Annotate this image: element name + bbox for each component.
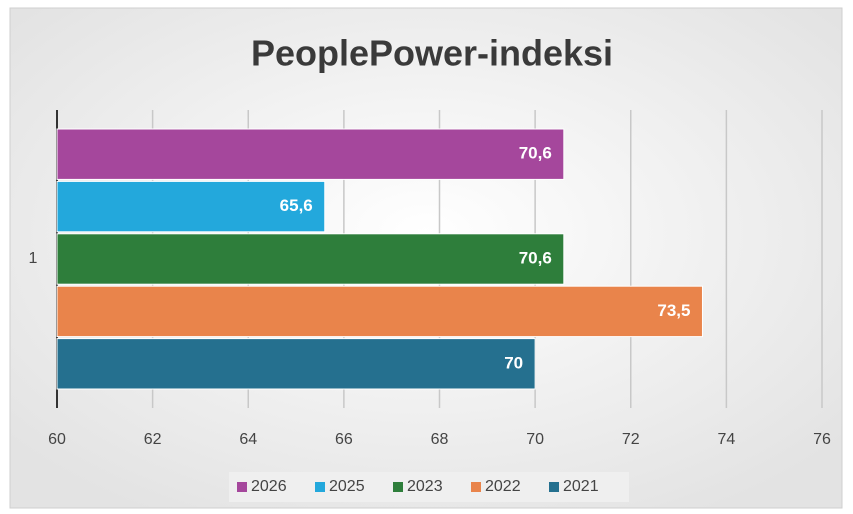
x-tick-label: 70 — [526, 431, 544, 448]
data-label: 70 — [504, 353, 523, 372]
bar — [56, 180, 326, 233]
x-tick-label: 64 — [239, 431, 257, 448]
bar — [56, 233, 565, 285]
data-label: 65,6 — [280, 196, 313, 215]
legend-box — [229, 472, 629, 502]
legend-label: 2026 — [251, 478, 287, 495]
legend-swatch — [549, 482, 559, 492]
x-tick-label: 74 — [717, 431, 735, 448]
x-tick-label: 76 — [813, 431, 831, 448]
legend-label: 2022 — [485, 478, 521, 495]
x-tick-label: 72 — [622, 431, 640, 448]
legend-swatch — [237, 482, 247, 492]
bar — [56, 338, 536, 390]
legend-swatch — [471, 482, 481, 492]
x-tick-label: 68 — [431, 431, 449, 448]
x-tick-label: 60 — [48, 431, 66, 448]
bar — [56, 128, 565, 180]
y-tick-label: 1 — [29, 250, 38, 267]
legend-label: 2025 — [329, 478, 365, 495]
data-label: 70,6 — [519, 144, 552, 163]
legend-swatch — [315, 482, 325, 492]
bar — [56, 285, 703, 338]
x-tick-label: 62 — [144, 431, 162, 448]
x-tick-label: 66 — [335, 431, 353, 448]
data-label: 73,5 — [657, 301, 690, 320]
chart-title: PeoplePower-indeksi — [251, 33, 613, 74]
legend-label: 2023 — [407, 478, 443, 495]
legend-label: 2021 — [563, 478, 599, 495]
data-label: 70,6 — [519, 248, 552, 267]
legend-swatch — [393, 482, 403, 492]
